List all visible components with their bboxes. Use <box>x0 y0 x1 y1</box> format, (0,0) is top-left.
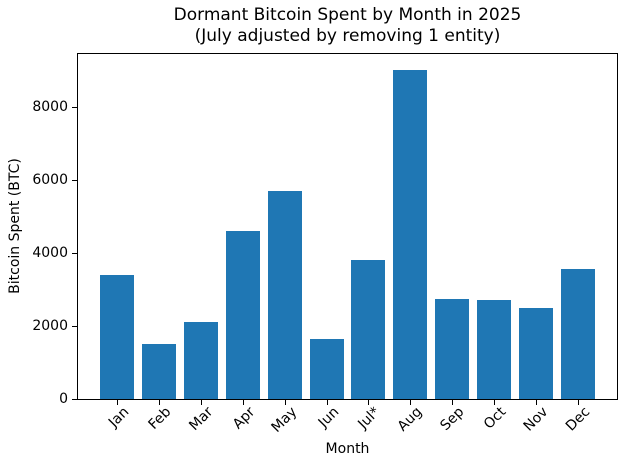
x-tick-mark <box>368 400 370 405</box>
x-tick-mark <box>158 400 160 405</box>
x-tick-mark <box>242 400 244 405</box>
x-tick-mark <box>578 400 579 405</box>
bar-nov <box>519 307 554 399</box>
bar-may <box>267 190 302 399</box>
y-tick-label-8000: 8000 <box>32 98 68 115</box>
y-tick-mark <box>72 252 77 254</box>
plot-area <box>77 53 618 400</box>
y-tick-mark <box>72 399 77 400</box>
x-tick-mark <box>494 400 496 405</box>
x-tick-mark <box>200 400 202 405</box>
bar-mar <box>183 322 218 399</box>
y-tick-label-0: 0 <box>59 391 68 407</box>
y-tick-label-2000: 2000 <box>32 317 68 334</box>
bar-jun <box>309 338 344 399</box>
chart-title: Dormant Bitcoin Spent by Month in 2025 <box>173 5 522 25</box>
x-tick-mark <box>410 400 412 405</box>
y-tick-mark <box>72 106 77 108</box>
bar-feb <box>141 344 176 399</box>
bar-aug <box>393 70 428 399</box>
x-tick-mark <box>326 400 328 405</box>
chart-subtitle: (July adjusted by removing 1 entity) <box>194 26 501 46</box>
bar-apr <box>225 231 260 399</box>
y-tick-mark <box>72 325 77 327</box>
x-axis-label: Month <box>325 441 370 457</box>
bar-oct <box>477 300 512 399</box>
bar-sep <box>435 298 470 399</box>
bar-dec <box>561 269 595 399</box>
bar-jan <box>100 274 134 399</box>
y-tick-mark <box>72 179 77 181</box>
x-tick-mark <box>452 400 454 405</box>
x-tick-mark <box>536 400 538 405</box>
x-tick-mark <box>284 400 286 405</box>
x-tick-mark <box>117 400 118 405</box>
y-tick-label-6000: 6000 <box>32 171 68 188</box>
bar-jul <box>351 260 386 399</box>
y-tick-label-4000: 4000 <box>32 244 68 261</box>
